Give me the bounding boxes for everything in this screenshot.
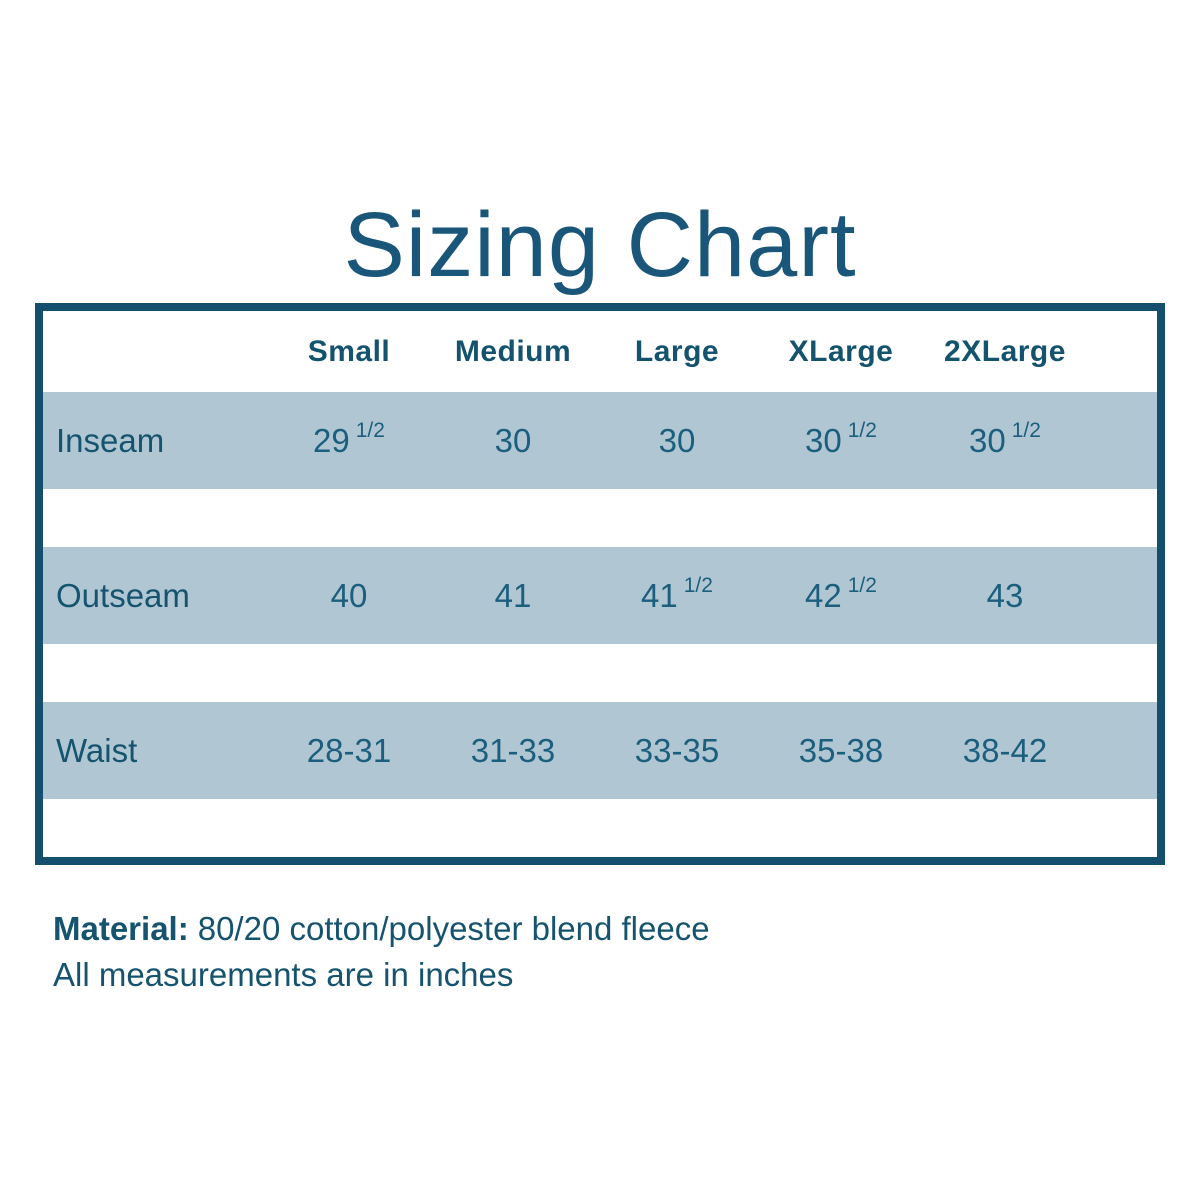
waist-small-value: 28-31 (306, 731, 392, 769)
row-label-inseam: Inseam (56, 421, 165, 459)
spacer-row (43, 489, 1157, 547)
material-value: 80/20 cotton/polyester blend fleece (197, 910, 710, 947)
footer-notes: Material: 80/20 cotton/polyester blend fl… (53, 906, 710, 998)
header-row: Small Medium Large XLarge 2XLarge (43, 311, 1157, 392)
header-xlarge: XLarge (788, 334, 894, 368)
sizing-table-frame: Small Medium Large XLarge 2XLarge Inseam… (35, 303, 1165, 865)
page-title: Sizing Chart (343, 194, 857, 296)
outseam-xlarge-value: 42 1/2 (805, 573, 877, 614)
waist-large-value: 33-35 (634, 731, 720, 769)
inseam-medium-value: 30 (494, 421, 532, 459)
outseam-large-value: 41 1/2 (641, 573, 713, 614)
waist-medium-value: 31-33 (470, 731, 556, 769)
inseam-2xlarge-value: 30 1/2 (969, 418, 1041, 459)
waist-xlarge-value: 35-38 (798, 731, 884, 769)
outseam-medium-value: 41 (494, 576, 532, 614)
sizing-table: Small Medium Large XLarge 2XLarge Inseam… (43, 311, 1157, 857)
row-label-waist: Waist (56, 731, 138, 769)
table-row-inseam: Inseam 29 1/2 30 30 30 1/2 30 1/2 (43, 392, 1157, 489)
material-line: Material: 80/20 cotton/polyester blend fl… (53, 906, 710, 952)
spacer-row (43, 644, 1157, 702)
spacer-row-bottom (43, 799, 1157, 857)
inseam-xlarge-value: 30 1/2 (805, 418, 877, 459)
header-spacer-cell (43, 311, 267, 392)
measurement-note: All measurements are in inches (53, 956, 514, 993)
inseam-large-value: 30 (658, 421, 696, 459)
row-label-outseam: Outseam (56, 576, 190, 614)
inseam-small-value: 29 1/2 (313, 418, 385, 459)
header-medium: Medium (454, 334, 572, 368)
table-row-outseam: Outseam 40 41 41 1/2 42 1/2 43 (43, 547, 1157, 644)
header-small: Small (307, 334, 391, 368)
outseam-small-value: 40 (330, 576, 368, 614)
header-2xlarge: 2XLarge (944, 334, 1066, 368)
outseam-2xlarge-value: 43 (986, 576, 1024, 614)
header-right-spacer (1087, 311, 1157, 392)
waist-2xlarge-value: 38-42 (962, 731, 1048, 769)
header-large: Large (634, 334, 720, 368)
material-label: Material: (53, 910, 189, 947)
table-row-waist: Waist 28-31 31-33 33-35 35-38 38-42 (43, 702, 1157, 799)
